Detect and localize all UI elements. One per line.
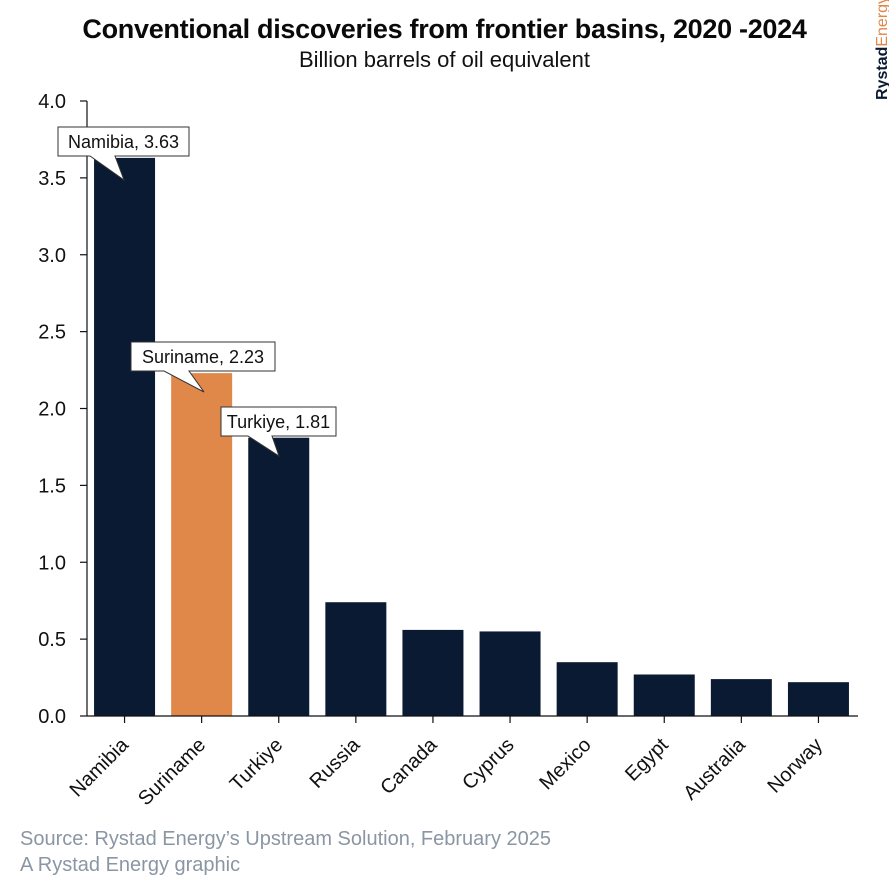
- bar-cyprus: [479, 631, 541, 716]
- x-tick-label-namibia: Namibia: [66, 733, 134, 801]
- y-tick-label: 2.5: [38, 322, 66, 344]
- y-tick-label: 2.0: [38, 399, 66, 421]
- bar-australia: [710, 679, 772, 716]
- x-tick-label-egypt: Egypt: [621, 734, 673, 786]
- credit-note: A Rystad Energy graphic: [20, 854, 241, 876]
- y-tick-label: 3.5: [38, 168, 66, 190]
- callout-namibia: Namibia, 3.63: [57, 126, 190, 182]
- chart-title: Conventional discoveries from frontier b…: [82, 14, 807, 44]
- bar-namibia: [94, 157, 156, 716]
- x-tick-label-australia: Australia: [679, 733, 750, 804]
- y-tick-label: 3.0: [38, 245, 66, 267]
- bar-norway: [787, 682, 849, 716]
- footer: Source: Rystad Energy’s Upstream Solutio…: [20, 826, 551, 878]
- x-tick-label-russia: Russia: [306, 733, 365, 792]
- data-label-suriname: Suriname, 2.23: [142, 347, 264, 367]
- x-tick-label-norway: Norway: [763, 734, 826, 797]
- y-tick-label: 0.5: [38, 629, 66, 651]
- bar-egypt: [633, 674, 695, 716]
- callout-box: [130, 341, 276, 393]
- source-note: Source: Rystad Energy’s Upstream Solutio…: [20, 828, 552, 850]
- bar-mexico: [556, 662, 618, 716]
- y-tick-label: 0.0: [38, 706, 66, 728]
- y-tick-label: 1.0: [38, 552, 66, 574]
- callout-suriname: Suriname, 2.23: [130, 341, 276, 393]
- callout-box: [220, 406, 337, 458]
- bar-russia: [325, 602, 387, 716]
- chart-subtitle: Billion barrels of oil equivalent: [298, 47, 591, 72]
- data-label-namibia: Namibia, 3.63: [68, 132, 179, 152]
- callout-turkiye: Turkiye, 1.81: [220, 406, 337, 458]
- x-tick-label-cyprus: Cyprus: [458, 734, 518, 794]
- x-tick-label-turkiye: Turkiye: [226, 734, 287, 795]
- bar-canada: [402, 629, 464, 716]
- bar-turkiye: [248, 437, 310, 716]
- y-tick-label: 1.5: [38, 475, 66, 497]
- callout-box: [57, 126, 190, 182]
- y-tick-label: 4.0: [38, 91, 66, 113]
- x-tick-label-canada: Canada: [376, 733, 442, 799]
- x-tick-label-suriname: Suriname: [134, 734, 210, 810]
- x-tick-label-mexico: Mexico: [535, 734, 595, 794]
- data-label-turkiye: Turkiye, 1.81: [227, 412, 330, 432]
